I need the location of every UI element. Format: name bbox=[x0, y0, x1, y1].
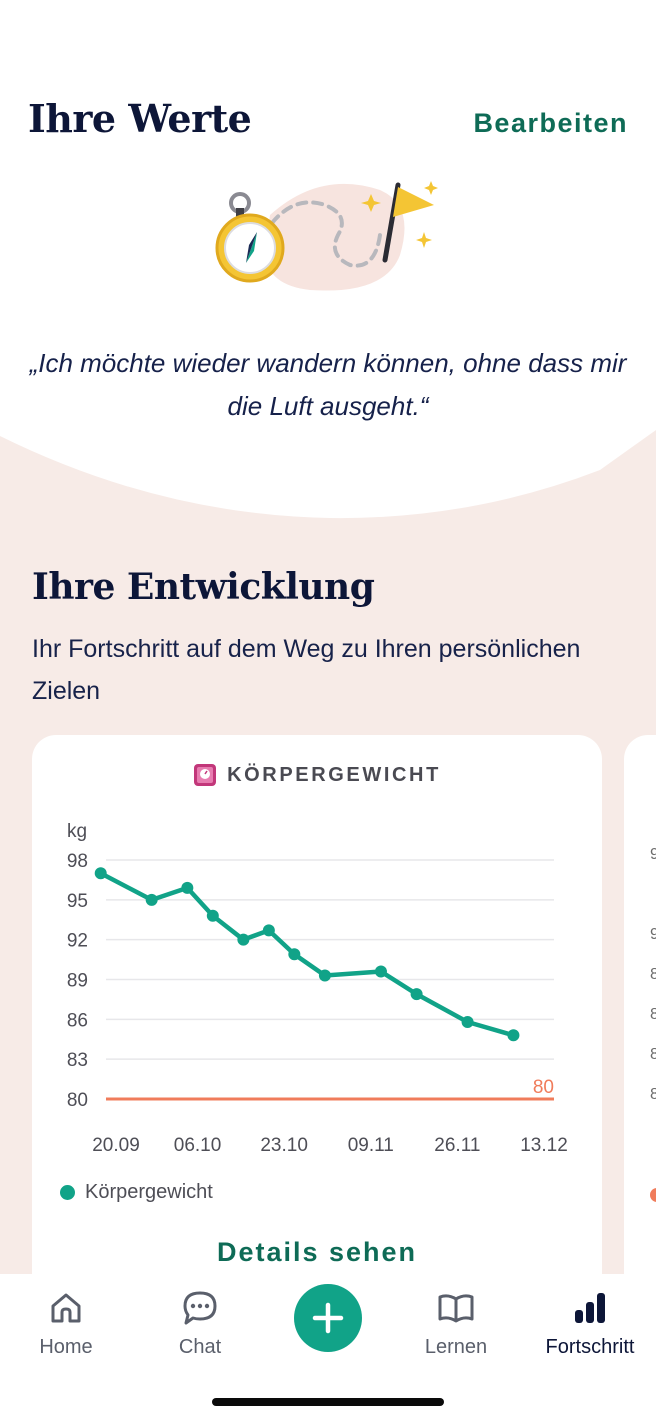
x-tick-label: 26.11 bbox=[434, 1135, 480, 1156]
data-point bbox=[288, 948, 301, 961]
y-tick-label: 80 bbox=[67, 1090, 88, 1111]
peek-legend-dot-icon bbox=[650, 1188, 656, 1202]
peek-tick: 9 bbox=[650, 926, 656, 943]
target-label: 80 bbox=[533, 1077, 554, 1098]
y-tick-label: 98 bbox=[67, 851, 88, 872]
y-tick-label: 92 bbox=[67, 931, 88, 952]
tab-chat[interactable]: Chat bbox=[134, 1290, 266, 1359]
card-title: KÖRPERGEWICHT bbox=[227, 763, 441, 786]
tab-fortschritt-label: Fortschritt bbox=[545, 1336, 635, 1358]
journey-illustration bbox=[215, 181, 438, 291]
home-indicator bbox=[212, 1398, 444, 1406]
data-point bbox=[507, 1029, 520, 1042]
weight-card: KÖRPERGEWICHT kg 98 95 92 89 86 83 80 20.09 06.10… bbox=[32, 735, 602, 1335]
tab-home-label: Home bbox=[39, 1336, 93, 1358]
peek-tick: 8 bbox=[650, 1006, 656, 1023]
legend-dot-icon bbox=[60, 1185, 75, 1200]
home-icon bbox=[51, 1293, 81, 1323]
peek-tick: 8 bbox=[650, 1086, 656, 1103]
details-button[interactable]: Details sehen bbox=[216, 1237, 418, 1267]
book-icon bbox=[438, 1294, 474, 1323]
tab-lernen-label: Lernen bbox=[424, 1336, 488, 1358]
data-point bbox=[461, 1015, 474, 1028]
tab-bar: Home Chat Lernen Fortschritt bbox=[0, 1274, 656, 1420]
peek-tick: 8 bbox=[650, 966, 656, 983]
weight-line bbox=[98, 871, 516, 1038]
tab-home[interactable]: Home bbox=[0, 1290, 132, 1359]
x-tick-label: 23.10 bbox=[260, 1135, 308, 1156]
development-subtitle: Ihr Fortschritt auf dem Weg zu Ihren per… bbox=[32, 635, 581, 705]
data-point bbox=[206, 909, 219, 922]
tab-fortschritt[interactable]: Fortschritt bbox=[524, 1290, 656, 1359]
weight-chart: kg 98 95 92 89 86 83 80 20.09 06.10 23.10 09.11 26.1… bbox=[67, 821, 568, 1156]
y-axis-unit: kg bbox=[67, 821, 87, 842]
tab-chat-label: Chat bbox=[178, 1336, 222, 1358]
data-point bbox=[94, 867, 107, 880]
card-header: KÖRPERGEWICHT bbox=[32, 763, 602, 787]
chart-legend: Körpergewicht bbox=[60, 1181, 213, 1204]
compass-icon bbox=[215, 192, 285, 283]
x-tick-label: 13.12 bbox=[520, 1135, 568, 1156]
flag-icon bbox=[382, 182, 434, 263]
peek-tick: 8 bbox=[650, 1046, 656, 1063]
y-tick-label: 83 bbox=[67, 1050, 88, 1071]
data-point bbox=[374, 965, 387, 978]
y-tick-label: 95 bbox=[67, 891, 88, 912]
y-tick-label: 86 bbox=[67, 1010, 88, 1031]
x-tick-label: 09.11 bbox=[348, 1135, 394, 1156]
chat-icon bbox=[183, 1291, 217, 1325]
peek-tick: 9 bbox=[650, 846, 656, 863]
scale-icon bbox=[194, 764, 217, 786]
edit-button[interactable]: Bearbeiten bbox=[473, 108, 628, 138]
data-point bbox=[237, 933, 250, 946]
data-point bbox=[145, 893, 158, 906]
legend-label: Körpergewicht bbox=[85, 1181, 213, 1203]
data-point bbox=[410, 988, 423, 1001]
data-point bbox=[181, 881, 194, 894]
data-point bbox=[318, 969, 331, 982]
values-title: Ihre Werte bbox=[28, 96, 252, 141]
plus-icon bbox=[312, 1302, 344, 1334]
x-tick-label: 06.10 bbox=[174, 1135, 222, 1156]
next-card-peek[interactable] bbox=[624, 735, 656, 1335]
development-title: Ihre Entwicklung bbox=[32, 566, 375, 608]
sparkle-icon bbox=[361, 181, 438, 248]
bar-chart-icon bbox=[575, 1293, 605, 1323]
goal-quote: „Ich möchte wieder wandern können, ohne … bbox=[29, 348, 627, 421]
tab-lernen[interactable]: Lernen bbox=[390, 1290, 522, 1359]
y-tick-label: 89 bbox=[67, 971, 88, 992]
data-point bbox=[262, 924, 275, 937]
add-button[interactable] bbox=[294, 1284, 362, 1352]
x-tick-label: 20.09 bbox=[92, 1135, 140, 1156]
